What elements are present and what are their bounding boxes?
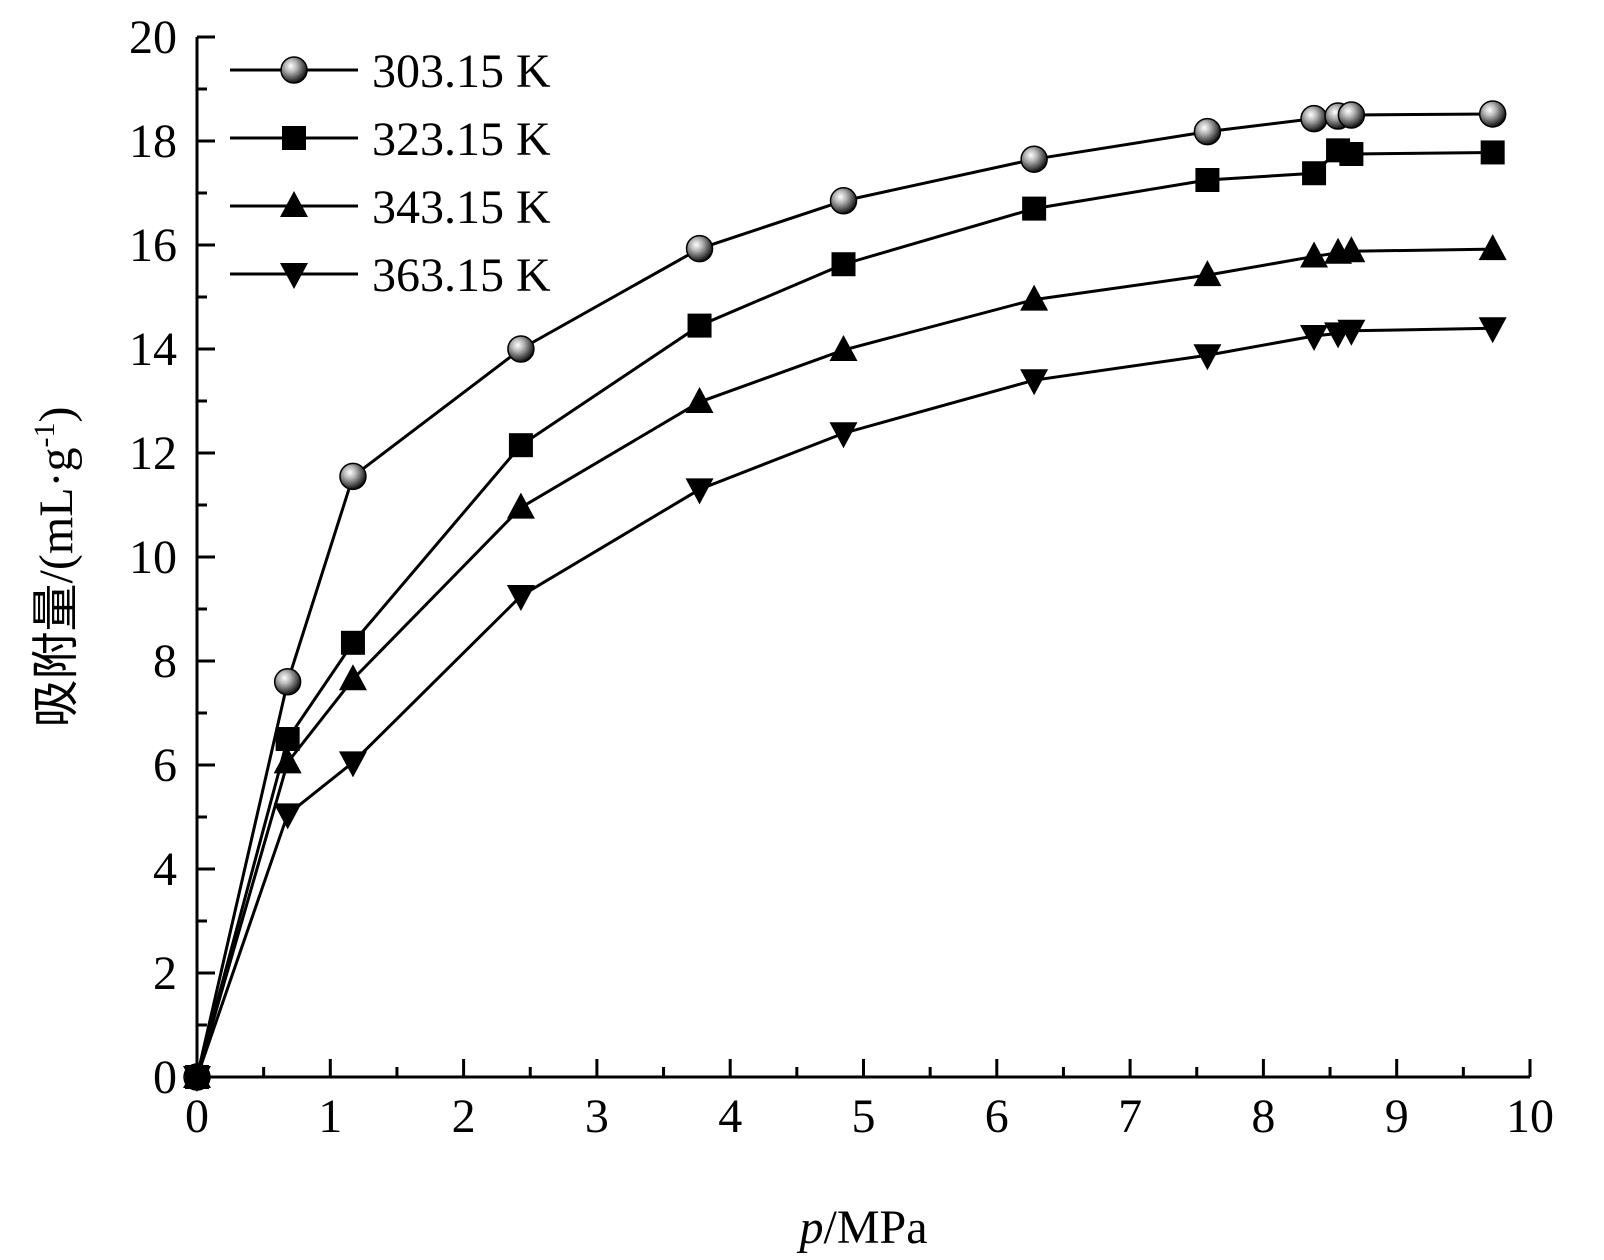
y-tick-label: 10: [129, 531, 177, 584]
legend-label: 343.15 K: [372, 181, 551, 234]
data-point: [1300, 104, 1328, 133]
data-point: [1195, 168, 1220, 192]
y-axis-title-main: 吸附量/(mL·g: [30, 448, 83, 728]
y-axis-title: 吸附量/(mL·g-1): [28, 407, 83, 728]
data-point: [829, 422, 858, 449]
data-point: [829, 335, 858, 362]
legend-item: 363.15 K: [230, 249, 551, 302]
y-tick-label: 4: [153, 843, 177, 896]
x-axis-title: p/MPa: [796, 1201, 927, 1254]
data-point: [1478, 317, 1507, 344]
x-axis-title-rest: /MPa: [823, 1201, 927, 1254]
data-point: [339, 462, 367, 491]
data-point: [1300, 241, 1329, 268]
legend-marker: [282, 126, 306, 150]
data-point: [1022, 196, 1047, 221]
data-point: [685, 234, 714, 263]
data-point: [1480, 140, 1505, 165]
data-point: [1337, 319, 1366, 346]
data-point: [685, 478, 714, 505]
data-point: [340, 630, 365, 655]
legend-marker: [280, 263, 308, 289]
x-tick-label: 1: [318, 1090, 342, 1143]
y-tick-label: 16: [129, 219, 177, 272]
legend-item: 343.15 K: [230, 181, 551, 234]
data-point: [1193, 344, 1222, 371]
series-3: [183, 234, 1507, 1088]
data-point: [338, 664, 367, 691]
y-axis: 0 2 4 6 8 10 12 14 16 18 20: [129, 11, 215, 1104]
data-point: [1193, 260, 1222, 287]
data-point: [1020, 145, 1048, 173]
data-point: [506, 585, 535, 611]
data-point: [508, 433, 533, 458]
legend-item: 323.15 K: [230, 113, 551, 166]
data-point: [273, 668, 302, 696]
data-point: [1020, 284, 1049, 311]
data-point: [275, 727, 300, 751]
data-point: [831, 252, 856, 277]
data-point: [273, 747, 302, 774]
legend-marker: [280, 56, 308, 84]
legend-label: 363.15 K: [372, 249, 551, 302]
legend-item: 303.15 K: [230, 45, 551, 98]
x-tick-label: 6: [985, 1090, 1009, 1143]
data-point: [507, 335, 535, 363]
x-tick-label: 2: [452, 1090, 476, 1143]
data-point: [183, 1066, 211, 1092]
x-tick-label: 10: [1506, 1090, 1554, 1143]
data-point: [1300, 325, 1329, 351]
series-line: [195, 247, 1493, 1078]
y-tick-label: 18: [129, 115, 177, 168]
x-axis: 0 1 2 3 4 5 6 7 8 9 10: [185, 1059, 1554, 1143]
data-point: [1302, 161, 1327, 186]
x-tick-label: 8: [1251, 1090, 1275, 1143]
data-point: [1193, 117, 1222, 146]
y-tick-label: 8: [153, 635, 177, 688]
x-tick-label: 0: [185, 1090, 209, 1143]
legend-label: 303.15 K: [372, 45, 551, 98]
x-tick-label: 7: [1118, 1090, 1142, 1143]
data-point: [1339, 142, 1364, 166]
data-point: [829, 187, 858, 215]
x-tick-label: 3: [585, 1090, 609, 1143]
x-axis-title-italic: p: [796, 1201, 823, 1254]
y-tick-label: 20: [129, 11, 177, 64]
data-point: [1478, 100, 1507, 128]
legend-marker: [280, 191, 308, 217]
x-tick-label: 5: [852, 1090, 876, 1143]
series-1: [183, 100, 1507, 1091]
data-point: [273, 803, 302, 830]
data-point: [687, 313, 712, 338]
y-tick-label: 2: [153, 947, 177, 1000]
y-tick-label: 0: [153, 1051, 177, 1104]
legend-label: 323.15 K: [372, 113, 551, 166]
y-tick-label: 6: [153, 739, 177, 792]
x-tick-label: 4: [718, 1090, 742, 1143]
data-point: [1020, 369, 1049, 396]
data-point: [685, 387, 714, 414]
y-tick-label: 12: [129, 427, 177, 480]
series-layer: [183, 100, 1507, 1092]
data-point: [1337, 236, 1366, 263]
series-4: [183, 317, 1507, 1092]
data-point: [506, 492, 535, 519]
x-tick-label: 9: [1385, 1090, 1409, 1143]
data-point: [338, 751, 367, 778]
data-point: [1478, 234, 1507, 261]
y-axis-title-sup: -1: [28, 423, 61, 448]
y-tick-label: 14: [129, 323, 177, 376]
data-point: [1337, 101, 1366, 129]
y-axis-title-close: ): [30, 407, 83, 423]
legend: 303.15 K 323.15 K 343.15 K 363.15 K: [230, 45, 551, 302]
